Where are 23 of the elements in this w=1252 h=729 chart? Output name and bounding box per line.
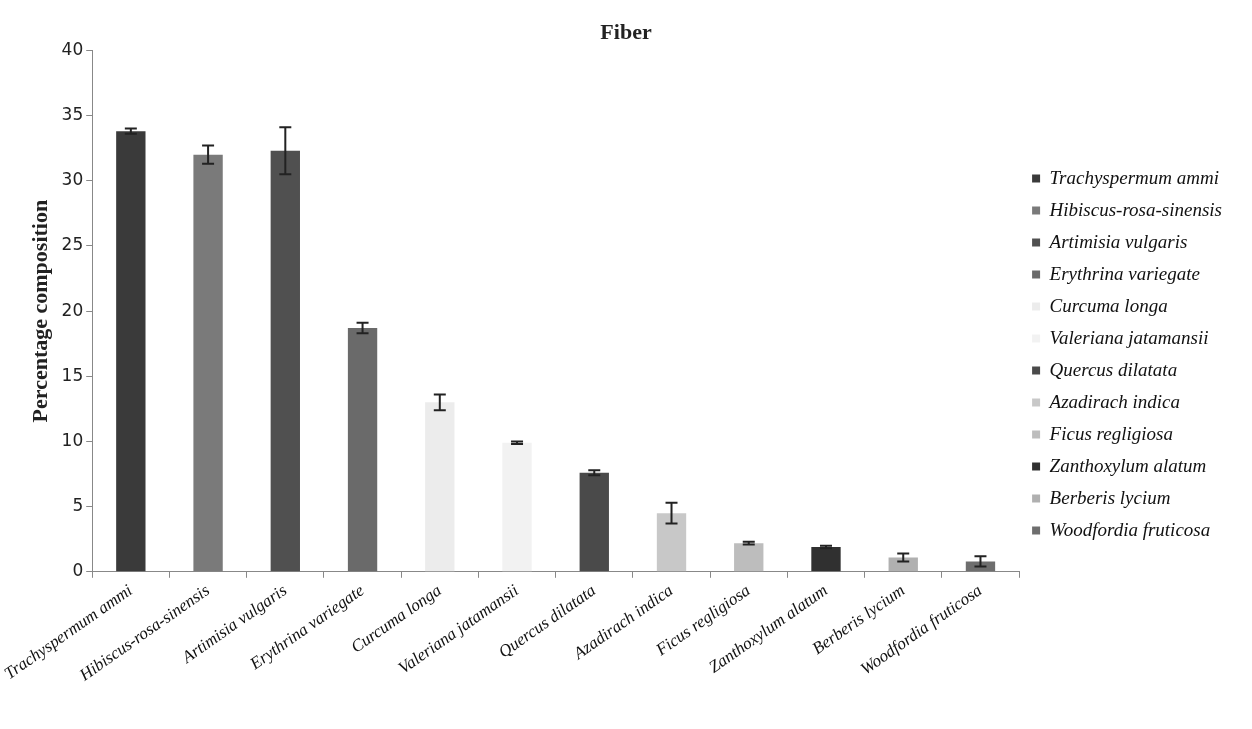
y-tick-label: 10: [61, 429, 84, 450]
legend-label: Hibiscus-rosa-sinensis: [1048, 198, 1223, 220]
legend-label: Zanthoxylum alatum: [1049, 454, 1207, 476]
legend-label: Quercus dilatata: [1049, 358, 1178, 380]
legend-label: Berberis lycium: [1049, 486, 1171, 508]
legend-label: Trachyspermum ammi: [1049, 166, 1220, 188]
legend-label: Woodfordia fruticosa: [1049, 518, 1211, 540]
y-tick-label: 15: [61, 364, 84, 385]
chart-title: Fiber: [600, 18, 652, 44]
y-tick-label: 30: [61, 169, 84, 190]
y-axis-title: Percentage composition: [27, 199, 53, 423]
y-tick-label: 25: [61, 234, 84, 255]
legend-label: Curcuma longa: [1049, 294, 1168, 316]
legend-label: Azadirach indica: [1047, 390, 1180, 412]
legend-label: Erythrina variegate: [1048, 262, 1200, 284]
legend-label: Valeriana jatamansii: [1049, 326, 1209, 348]
legend-label: Artimisia vulgaris: [1047, 230, 1188, 252]
y-tick-label: 35: [61, 104, 84, 124]
y-tick-label: 5: [72, 495, 84, 516]
legend-label: Ficus regligiosa: [1048, 422, 1173, 444]
y-tick-label: 20: [61, 299, 84, 320]
y-tick-label: 0: [72, 560, 84, 581]
y-tick-label: 40: [61, 38, 84, 59]
